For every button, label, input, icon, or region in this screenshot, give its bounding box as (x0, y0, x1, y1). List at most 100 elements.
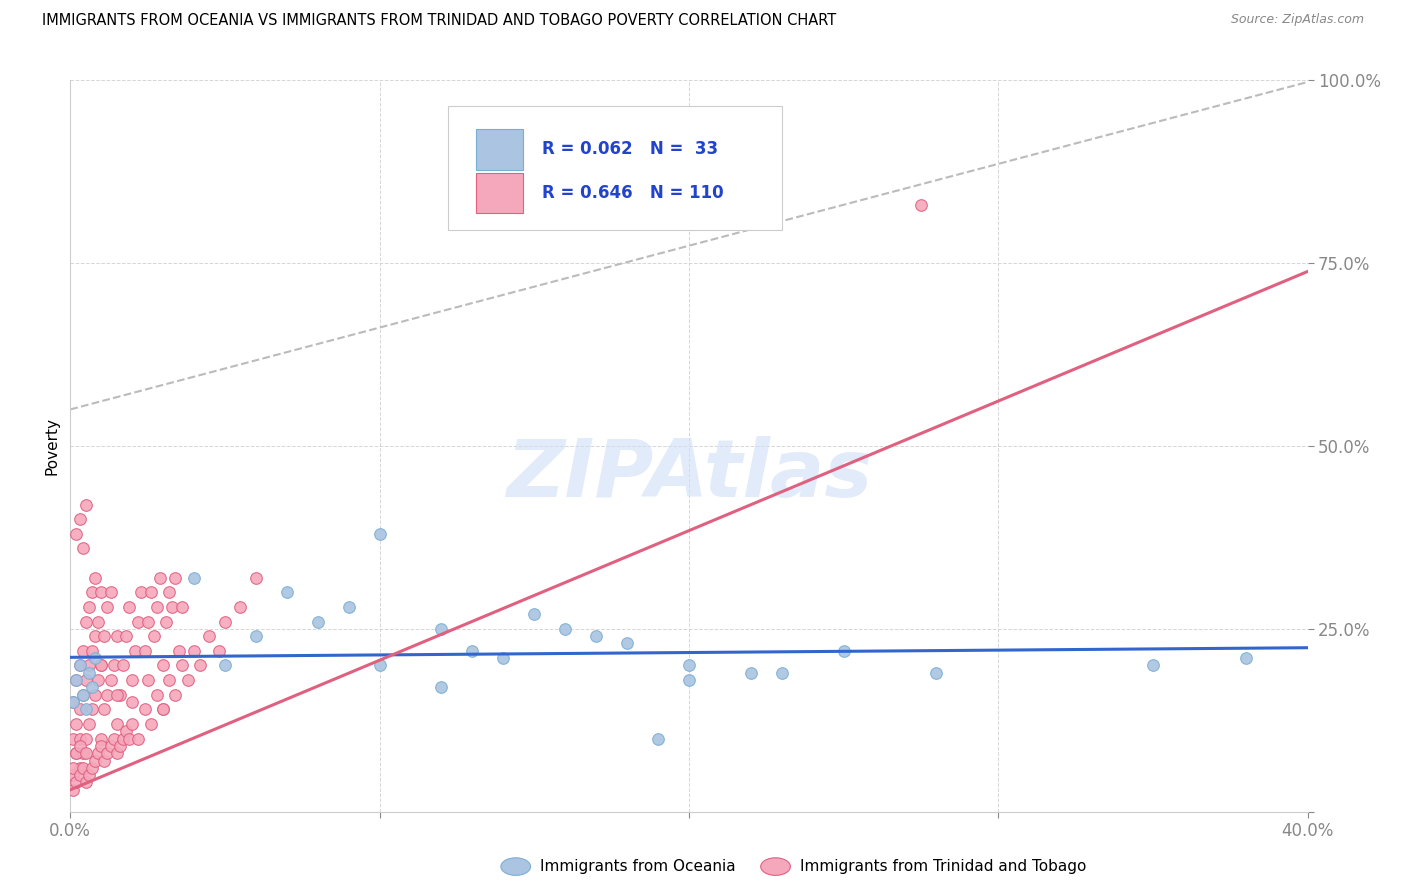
Point (96, 746, 118, 760)
Point (183, 644, 205, 658)
Point (115, 724, 138, 739)
Point (170, 599, 193, 614)
Point (245, 571, 267, 585)
Point (157, 673, 180, 687)
Point (214, 658, 236, 673)
Point (134, 702, 156, 716)
Text: Source: ZipAtlas.com: Source: ZipAtlas.com (1230, 13, 1364, 27)
Point (108, 688, 131, 702)
Point (118, 731, 141, 746)
Point (72, 688, 94, 702)
Point (75, 746, 97, 760)
Point (177, 673, 200, 687)
Point (214, 615, 236, 629)
Bar (477, 129, 523, 169)
Point (124, 644, 146, 658)
Point (740, 665, 762, 680)
Circle shape (501, 858, 530, 875)
Point (77, 768, 100, 782)
Point (146, 599, 169, 614)
Point (69, 739, 91, 753)
Point (170, 658, 193, 673)
Point (62, 695, 84, 709)
Point (136, 615, 159, 629)
Point (75, 775, 97, 789)
Point (183, 571, 205, 585)
Point (430, 622, 453, 636)
Point (149, 571, 172, 585)
Point (62, 761, 84, 775)
Point (96, 688, 118, 702)
Point (90, 658, 112, 673)
Point (492, 651, 515, 665)
Point (90, 585, 112, 599)
Point (62, 695, 84, 709)
Point (80, 681, 103, 695)
Point (165, 688, 187, 702)
Point (770, 665, 793, 680)
Point (84, 651, 107, 665)
Point (111, 731, 134, 746)
Point (69, 768, 91, 782)
Point (121, 717, 143, 731)
Text: R = 0.062   N =  33: R = 0.062 N = 33 (541, 140, 718, 159)
Point (134, 644, 156, 658)
Point (65, 526, 87, 541)
Point (90, 658, 112, 673)
Point (80, 585, 103, 599)
Point (69, 658, 91, 673)
Point (75, 498, 97, 512)
Point (96, 599, 118, 614)
Point (105, 688, 128, 702)
Point (65, 775, 87, 789)
Point (111, 658, 134, 673)
Point (75, 673, 97, 687)
Point (118, 599, 141, 614)
Point (368, 658, 391, 673)
Point (127, 615, 149, 629)
Point (368, 526, 391, 541)
Point (139, 585, 162, 599)
Point (90, 731, 112, 746)
Point (121, 673, 143, 687)
Point (146, 688, 169, 702)
Text: ZIPAtlas: ZIPAtlas (506, 436, 872, 515)
Point (93, 702, 115, 716)
Point (80, 644, 103, 658)
Point (75, 615, 97, 629)
Point (100, 585, 122, 599)
Point (157, 585, 180, 599)
Text: IMMIGRANTS FROM OCEANIA VS IMMIGRANTS FROM TRINIDAD AND TOBAGO POVERTY CORRELATI: IMMIGRANTS FROM OCEANIA VS IMMIGRANTS FR… (42, 13, 837, 29)
Point (77, 599, 100, 614)
Point (105, 717, 128, 731)
Point (165, 571, 187, 585)
Point (229, 599, 252, 614)
Point (162, 599, 184, 614)
Point (69, 512, 91, 526)
Point (152, 702, 174, 716)
Point (103, 658, 125, 673)
Point (1234, 651, 1257, 665)
Point (62, 768, 84, 782)
Point (152, 658, 174, 673)
Point (105, 629, 128, 643)
Point (65, 673, 87, 687)
Point (65, 673, 87, 687)
Point (69, 731, 91, 746)
Point (93, 754, 115, 768)
Point (1142, 658, 1164, 673)
Point (72, 688, 94, 702)
Point (585, 629, 607, 643)
Point (167, 644, 190, 658)
Point (430, 681, 453, 695)
Point (127, 731, 149, 746)
Point (105, 746, 128, 760)
Point (72, 541, 94, 556)
Point (87, 746, 110, 760)
Point (77, 658, 100, 673)
Point (84, 571, 107, 585)
Point (208, 644, 231, 658)
Point (523, 607, 546, 622)
Point (152, 702, 174, 716)
Point (461, 644, 484, 658)
